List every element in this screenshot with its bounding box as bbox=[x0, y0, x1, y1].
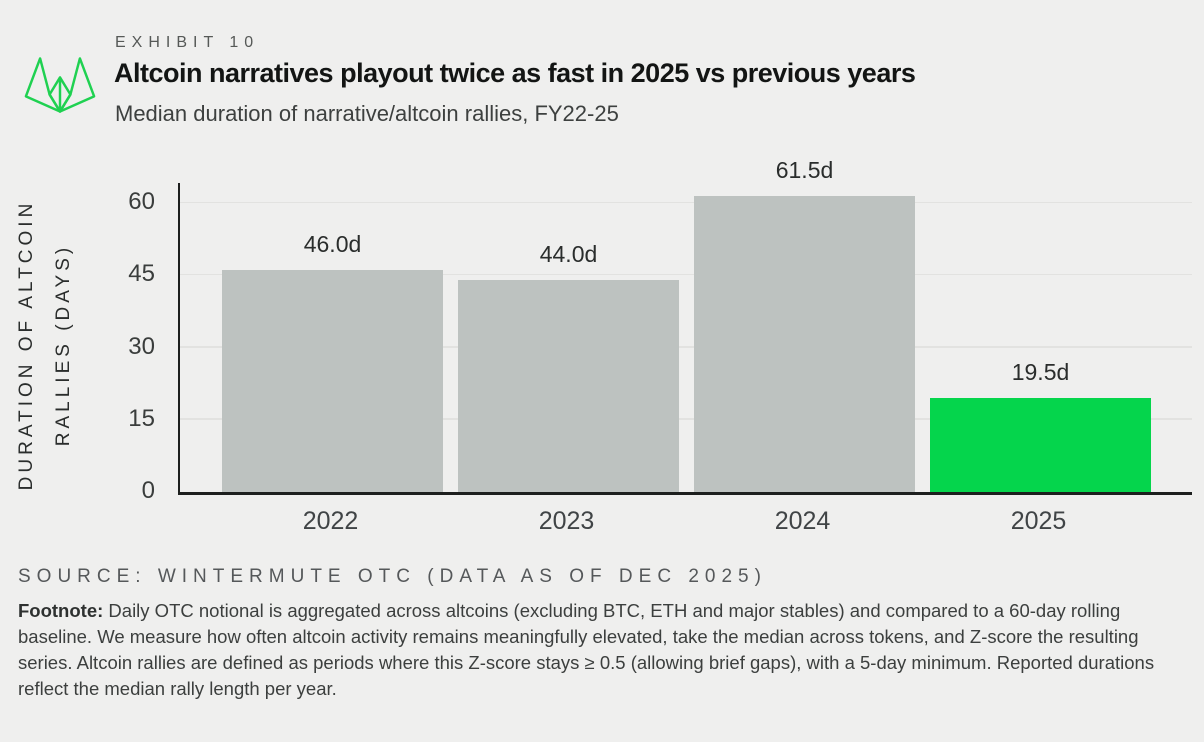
bar-2022 bbox=[222, 270, 443, 492]
x-axis-label: 2023 bbox=[538, 507, 595, 535]
footnote-label: Footnote: bbox=[18, 600, 104, 621]
y-axis-title-line2: RALLIES (DAYS) bbox=[53, 243, 74, 447]
bar-value-label: 61.5d bbox=[775, 156, 834, 183]
bar-2024 bbox=[694, 195, 915, 492]
x-axis-label: 2024 bbox=[774, 507, 831, 535]
y-tick-label: 45 bbox=[128, 260, 155, 288]
y-tick-label: 0 bbox=[141, 477, 155, 504]
bar-value-label: 46.0d bbox=[303, 231, 362, 258]
y-tick-label: 60 bbox=[128, 188, 155, 215]
x-axis-label: 2025 bbox=[1010, 507, 1067, 535]
wintermute-logo-icon bbox=[24, 57, 96, 113]
bar-value-label: 19.5d bbox=[1011, 359, 1070, 386]
source-line: SOURCE: WINTERMUTE OTC (DATA AS OF DEC 2… bbox=[18, 566, 767, 587]
y-tick-label: 30 bbox=[128, 332, 155, 360]
footnote-text: Daily OTC notional is aggregated across … bbox=[18, 600, 1155, 699]
gridline bbox=[180, 273, 1192, 276]
gridline bbox=[180, 418, 1192, 420]
chart-subtitle: Median duration of narrative/altcoin ral… bbox=[115, 101, 619, 126]
bar-value-label: 44.0d bbox=[539, 241, 598, 268]
y-tick-label: 15 bbox=[128, 404, 155, 432]
bar-2023 bbox=[458, 280, 679, 492]
y-axis-title-line1: DURATION OF ALTCOIN bbox=[16, 199, 37, 491]
bar-2025 bbox=[930, 398, 1151, 492]
y-axis-title: DURATION OF ALTCOIN RALLIES (DAYS) bbox=[8, 180, 84, 510]
x-axis-label: 2022 bbox=[302, 507, 359, 535]
exhibit-label: EXHIBIT 10 bbox=[115, 34, 260, 51]
gridline bbox=[180, 346, 1192, 348]
gridline bbox=[180, 201, 1192, 203]
plot-area: 46.0d 44.0d 61.5d 19.5d bbox=[178, 157, 1192, 495]
chart-title: Altcoin narratives playout twice as fast… bbox=[114, 58, 916, 88]
footnote: Footnote: Daily OTC notional is aggregat… bbox=[18, 598, 1168, 702]
